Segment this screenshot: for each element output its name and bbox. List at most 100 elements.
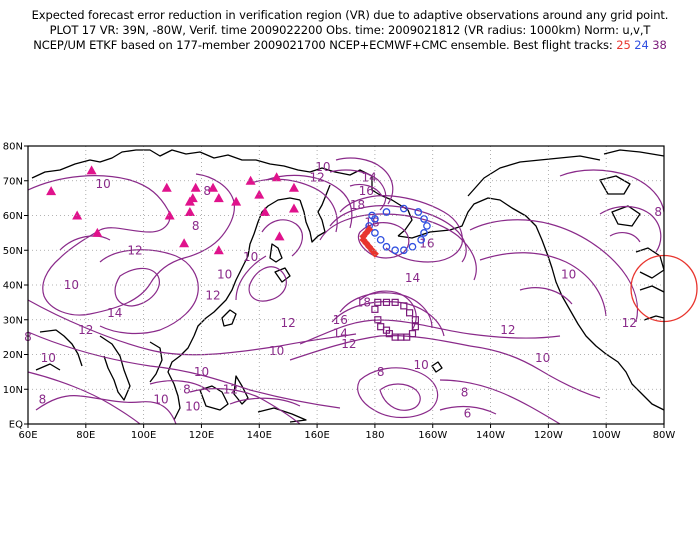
track-24-circle (382, 208, 391, 216)
observation-triangle (190, 182, 201, 192)
contour-label: 14 (107, 306, 122, 320)
track-24-circle (382, 242, 391, 251)
contour-label: 12 (500, 323, 515, 337)
track-24-circle (414, 208, 423, 216)
track-38-square (411, 323, 419, 331)
track-38-square (403, 333, 411, 341)
lon-tick-label: 100W (592, 430, 621, 441)
observation-triangle (164, 210, 175, 220)
contour-label: 10 (243, 250, 258, 264)
contour-label: 14 (405, 271, 420, 285)
contour-label: 10 (153, 393, 168, 407)
contour-label: 12 (341, 337, 356, 351)
observation-triangle (46, 186, 57, 196)
observation-triangle (187, 193, 198, 203)
lat-tick-label: 60N (3, 211, 23, 222)
lat-tick-label: EQ (9, 420, 23, 431)
contour-label: 6 (464, 407, 472, 421)
contours (27, 157, 665, 425)
lon-tick-label: 160W (418, 430, 447, 441)
contour-label: 10 (561, 268, 576, 282)
observation-triangle (288, 182, 299, 192)
contour-label: 10 (96, 177, 111, 191)
track-38-square (382, 298, 391, 306)
lat-tick-label: 20N (3, 350, 23, 361)
coastlines (31, 149, 665, 423)
observation-triangle (72, 210, 83, 220)
verification-region-circle (630, 254, 698, 323)
contour-label: 10 (185, 400, 200, 414)
observation-triangle (213, 193, 224, 203)
title-line-3-text: NCEP/UM ETKF based on 177-member 2009021… (33, 38, 613, 52)
lon-tick-label: 140W (476, 430, 505, 441)
lon-tick-label: 60E (18, 430, 37, 441)
track-24-circle (420, 229, 428, 237)
contour-label: 18 (350, 198, 365, 212)
track-25-diamond (370, 249, 379, 258)
contour-label: 18 (364, 215, 379, 229)
observation-triangle (213, 245, 224, 255)
observation-triangle (208, 182, 219, 192)
observation-triangle (271, 172, 282, 182)
observation-triangle (288, 203, 299, 213)
lon-tick-label: 160E (304, 430, 329, 441)
contour-label: 10 (64, 278, 79, 292)
contour-label: 8 (183, 382, 191, 396)
contour-label: 12 (622, 316, 637, 330)
contour-label: 8 (192, 219, 200, 233)
observation-triangle (179, 238, 190, 248)
lat-tick-label: 10N (3, 385, 23, 396)
contour-label: 14 (333, 327, 348, 341)
contour-label: 16 (419, 236, 434, 250)
track-24-circle (417, 235, 426, 244)
contour-label: 18 (356, 295, 371, 309)
lon-tick-label: 80E (76, 430, 95, 441)
observation-triangle (92, 227, 103, 237)
lon-tick-label: 100E (131, 430, 156, 441)
lon-tick-label: 180 (365, 430, 384, 441)
track-24-label: 24 (634, 38, 649, 52)
track-38-label: 38 (652, 38, 667, 52)
contour-label: 12 (205, 288, 220, 302)
contour-label: 12 (127, 243, 142, 257)
contour-label: 8 (654, 205, 662, 219)
track-24-circle (371, 229, 379, 237)
lat-tick-label: 40N (3, 281, 23, 292)
observation-triangle (161, 182, 172, 192)
track-24-circle (376, 235, 385, 244)
title-line-1: Expected forecast error reduction in ver… (31, 8, 669, 22)
contour-label: 12 (223, 382, 238, 396)
contour-label: 12 (281, 316, 296, 330)
lon-tick-label: 120E (189, 430, 214, 441)
observation-triangle (184, 207, 195, 217)
contour-label: 10 (315, 160, 330, 174)
contour-label: 10 (414, 358, 429, 372)
lon-tick-label: 80W (653, 430, 676, 441)
contour-label: 10 (217, 268, 232, 282)
observation-triangle (231, 196, 242, 206)
contour-label: 10 (535, 351, 550, 365)
title-line-3: NCEP/UM ETKF based on 177-member 2009021… (0, 38, 700, 53)
lon-tick-label: 140E (247, 430, 272, 441)
lat-tick-label: 80N (3, 142, 23, 153)
track-25-label: 25 (616, 38, 631, 52)
track-24-circle (399, 204, 408, 213)
track-38-square (391, 298, 399, 306)
contour-label: 8 (39, 393, 47, 407)
track-24-circle (423, 222, 431, 230)
contour-label: 8 (377, 365, 385, 379)
track-38-square (397, 333, 405, 341)
track-24-circle (408, 242, 417, 251)
contour-label: 8 (461, 386, 469, 400)
contour-label: 10 (194, 365, 209, 379)
track-38-square (406, 309, 414, 317)
lat-tick-label: 70N (3, 176, 23, 187)
lat-tick-label: 30N (3, 315, 23, 326)
track-38-square (400, 302, 408, 310)
observation-triangle (86, 165, 97, 175)
lat-tick-label: 50N (3, 246, 23, 257)
observation-markers (46, 165, 431, 341)
